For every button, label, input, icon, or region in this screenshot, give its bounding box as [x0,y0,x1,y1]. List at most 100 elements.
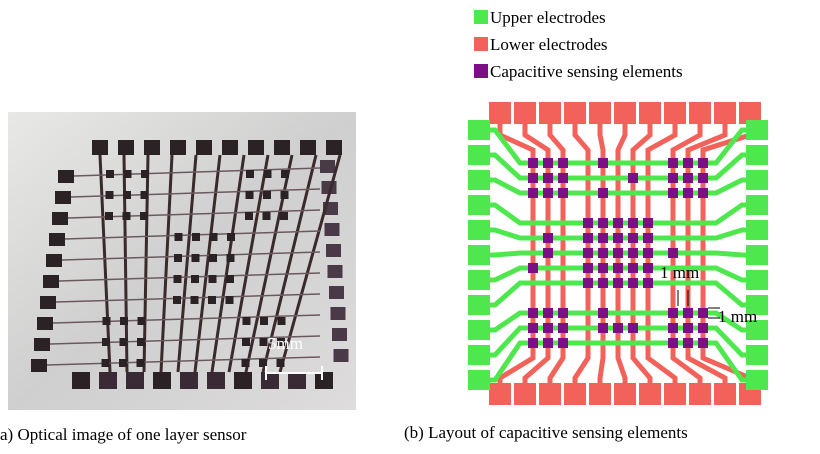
sensing-element [613,248,623,258]
upper-pad [468,370,490,390]
element [102,359,110,367]
element [137,338,145,346]
pad [261,372,279,389]
element [280,212,288,220]
sensing-element [643,233,653,243]
pad [234,372,252,389]
sensing-element [683,158,693,168]
legend-label: Lower electrodes [490,35,608,54]
element [174,254,182,262]
sensing-element [583,233,593,243]
element [278,317,286,325]
lower-pad [539,102,561,124]
upper-pad [468,320,490,340]
pad [326,140,342,155]
sensing-element [558,338,568,348]
upper-pad [746,145,768,165]
pad [329,286,344,299]
lower-pad [664,102,686,124]
sensing-element [683,173,693,183]
sensing-element [528,158,538,168]
pad [326,244,341,257]
upper-pad [746,170,768,190]
lower-pad [514,102,536,124]
sensing-element [668,338,678,348]
sensing-element [598,248,608,258]
sensing-element [628,173,638,183]
element [281,191,289,199]
element [242,338,250,346]
lower-pad [539,383,561,405]
lower-pad [689,383,711,405]
pad [222,140,238,155]
upper-pad [468,145,490,165]
sensing-element [628,218,638,228]
pad [332,328,347,341]
pad [196,140,212,155]
sensing-element [698,308,708,318]
sensing-element [528,173,538,183]
lower-pad [689,102,711,124]
sensing-element [598,158,608,168]
sensing-element [583,278,593,288]
element [175,233,183,241]
sensing-element [528,263,538,273]
upper-pad [746,245,768,265]
element [105,212,113,220]
element [209,254,217,262]
sensing-element [613,233,623,243]
sensing-element [683,188,693,198]
element [227,254,235,262]
element [106,191,114,199]
element [226,275,234,283]
sensing-element [543,158,553,168]
legend-swatch [474,37,488,51]
legend-swatch [474,64,488,78]
element [259,359,267,367]
element [120,317,128,325]
pad [153,372,171,389]
sensing-element [598,308,608,318]
element [226,296,234,304]
pad [207,372,225,389]
upper-pad [746,270,768,290]
upper-pad [468,345,490,365]
sensing-element [628,248,638,258]
upper-pad [468,270,490,290]
upper-pad [468,220,490,240]
lower-pad [664,383,686,405]
element [210,233,218,241]
element [192,233,200,241]
scale-label: 5mm [268,334,303,353]
lower-pad [714,383,736,405]
pad [37,317,53,330]
sensing-element [628,263,638,273]
sensing-element [643,278,653,288]
upper-pad [468,295,490,315]
element [102,338,110,346]
lower-pad [614,102,636,124]
pad [180,372,198,389]
sensing-element [643,263,653,273]
pad [49,233,65,246]
upper-pad [746,345,768,365]
element [209,275,217,283]
lower-pad [639,383,661,405]
sensing-element [583,248,593,258]
sensing-element [643,218,653,228]
sensing-element [613,278,623,288]
sensing-element [683,338,693,348]
element [263,212,271,220]
sensing-element [528,338,538,348]
upper-pad [746,370,768,390]
pad [328,265,343,278]
sensing-element [598,263,608,273]
pad [31,359,47,372]
legend: Upper electrodesLower electrodesCapaciti… [474,8,683,81]
lower-pad [589,102,611,124]
element [124,170,132,178]
sensing-element [698,338,708,348]
element [192,254,200,262]
element [173,296,181,304]
pad [34,338,50,351]
